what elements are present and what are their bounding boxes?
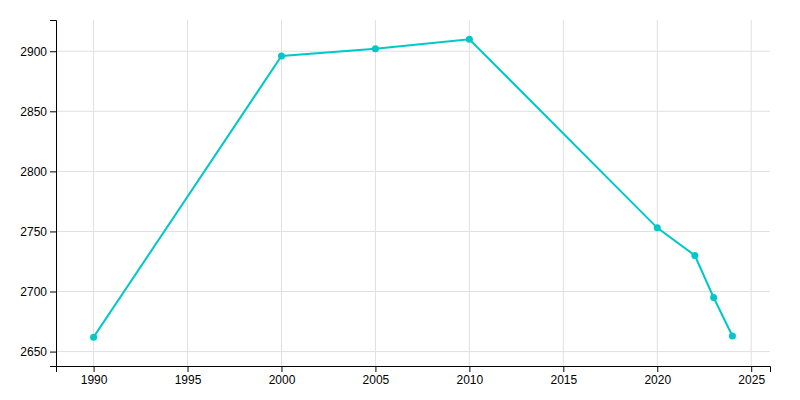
x-axis: 1990 1995 2000 2005 2010 2015 2020 2025 bbox=[57, 366, 771, 387]
x-tick: 2010 bbox=[457, 366, 484, 387]
grid-line-y bbox=[56, 171, 770, 172]
point bbox=[90, 334, 97, 341]
x-axis-line bbox=[57, 367, 771, 373]
grid-line-x bbox=[751, 20, 752, 366]
grid bbox=[56, 20, 770, 366]
x-tick: 2000 bbox=[269, 366, 296, 387]
y-tick-mark bbox=[50, 292, 56, 293]
line bbox=[94, 39, 733, 337]
y-tick-label: 2850 bbox=[20, 105, 47, 119]
y-tick-label: 2750 bbox=[20, 225, 47, 239]
x-tick-mark bbox=[751, 366, 752, 372]
grid-line-x bbox=[187, 20, 188, 366]
point bbox=[654, 224, 661, 231]
x-tick-label: 1990 bbox=[81, 373, 108, 387]
x-tick-label: 2020 bbox=[644, 373, 671, 387]
x-tick-label: 2005 bbox=[363, 373, 390, 387]
point bbox=[710, 294, 717, 301]
x-tick-mark bbox=[94, 366, 95, 372]
y-tick-label: 2900 bbox=[20, 45, 47, 59]
y-tick-mark bbox=[50, 352, 56, 353]
point bbox=[372, 45, 379, 52]
x-tick-mark bbox=[657, 366, 658, 372]
grid-line-x bbox=[563, 20, 564, 366]
x-tick: 1995 bbox=[175, 366, 202, 387]
grid-line-y bbox=[56, 351, 770, 352]
x-tick: 2005 bbox=[363, 366, 390, 387]
grid-line-x bbox=[281, 20, 282, 366]
y-tick-mark bbox=[50, 171, 56, 172]
x-tick: 2025 bbox=[738, 366, 765, 387]
y-axis: 2650 2700 2750 2800 2850 2900 bbox=[20, 21, 56, 367]
x-tick: 2020 bbox=[644, 366, 671, 387]
y-tick-label: 2800 bbox=[20, 165, 47, 179]
x-tick-mark bbox=[188, 366, 189, 372]
point bbox=[729, 332, 736, 339]
chart: 1990 1995 2000 2005 2010 2015 2020 2025 2650 2700… bbox=[0, 0, 800, 400]
grid-line-y bbox=[56, 51, 770, 52]
y-tick: 2650 bbox=[20, 345, 56, 359]
x-tick: 1990 bbox=[81, 366, 108, 387]
grid-line-y bbox=[56, 291, 770, 292]
x-tick-mark bbox=[375, 366, 376, 372]
y-tick: 2750 bbox=[20, 225, 56, 239]
x-tick-label: 1995 bbox=[175, 373, 202, 387]
chart-container: 1990 1995 2000 2005 2010 2015 2020 2025 2650 2700… bbox=[0, 0, 800, 400]
y-tick-mark bbox=[50, 231, 56, 232]
x-tick-label: 2015 bbox=[550, 373, 577, 387]
x-tick-label: 2025 bbox=[738, 373, 765, 387]
y-tick-label: 2650 bbox=[20, 345, 47, 359]
y-tick-label: 2700 bbox=[20, 285, 47, 299]
grid-line-y bbox=[56, 111, 770, 112]
x-tick-mark bbox=[469, 366, 470, 372]
x-tick-mark bbox=[563, 366, 564, 372]
y-tick: 2850 bbox=[20, 105, 56, 119]
y-tick: 2900 bbox=[20, 45, 56, 59]
y-tick-mark bbox=[50, 111, 56, 112]
x-tick: 2015 bbox=[550, 366, 577, 387]
grid-line-x bbox=[93, 20, 94, 366]
point bbox=[691, 252, 698, 259]
grid-line-x bbox=[375, 20, 376, 366]
plot: 1990 1995 2000 2005 2010 2015 2020 2025 2650 2700… bbox=[20, 20, 770, 387]
x-tick-label: 2000 bbox=[269, 373, 296, 387]
y-tick: 2800 bbox=[20, 165, 56, 179]
x-tick-label: 2010 bbox=[457, 373, 484, 387]
y-tick: 2700 bbox=[20, 285, 56, 299]
y-axis-line bbox=[50, 21, 57, 367]
series bbox=[90, 36, 736, 341]
point bbox=[466, 36, 473, 43]
grid-line-x bbox=[657, 20, 658, 366]
y-tick-mark bbox=[50, 51, 56, 52]
x-tick-mark bbox=[281, 366, 282, 372]
grid-line-x bbox=[469, 20, 470, 366]
point bbox=[278, 53, 285, 60]
